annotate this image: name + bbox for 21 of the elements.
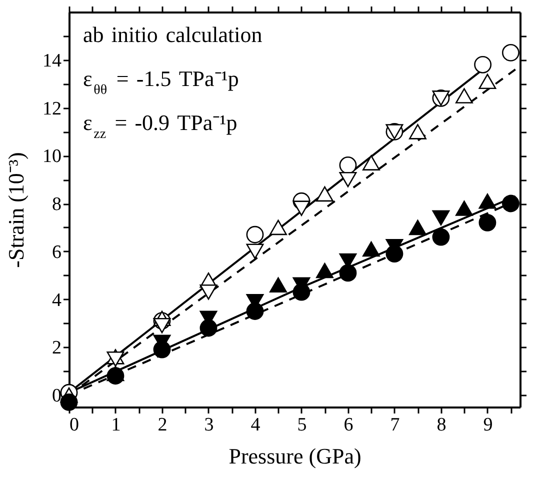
x-tick-label: 7 [390,414,400,436]
x-tick-label: 4 [250,414,261,436]
y-tick-label: 0 [52,386,62,407]
x-tick-label: 5 [297,414,307,436]
x-tick-label: 0 [70,414,79,436]
x-tick-label: 3 [204,414,214,436]
y-tick-label: 2 [52,338,62,359]
y-tick-label: 4 [52,290,62,311]
x-axis-title: Pressure (GPa) [228,444,362,468]
y-tick-label: 12 [42,98,62,120]
y-tick-label: 8 [52,194,62,216]
annotation: ab initio calculation [83,22,262,47]
y-axis-title: -Strain (10⁻³) [4,152,28,268]
x-tick-label: 8 [436,414,446,436]
y-tick-label: 10 [42,146,62,168]
x-tick-label: 2 [158,414,168,436]
y-tick-label: 14 [42,50,62,72]
y-tick-label: 6 [52,242,62,263]
x-tick-label: 1 [111,414,121,436]
x-tick-label: 6 [344,414,354,436]
x-tick-label: 9 [483,414,493,436]
